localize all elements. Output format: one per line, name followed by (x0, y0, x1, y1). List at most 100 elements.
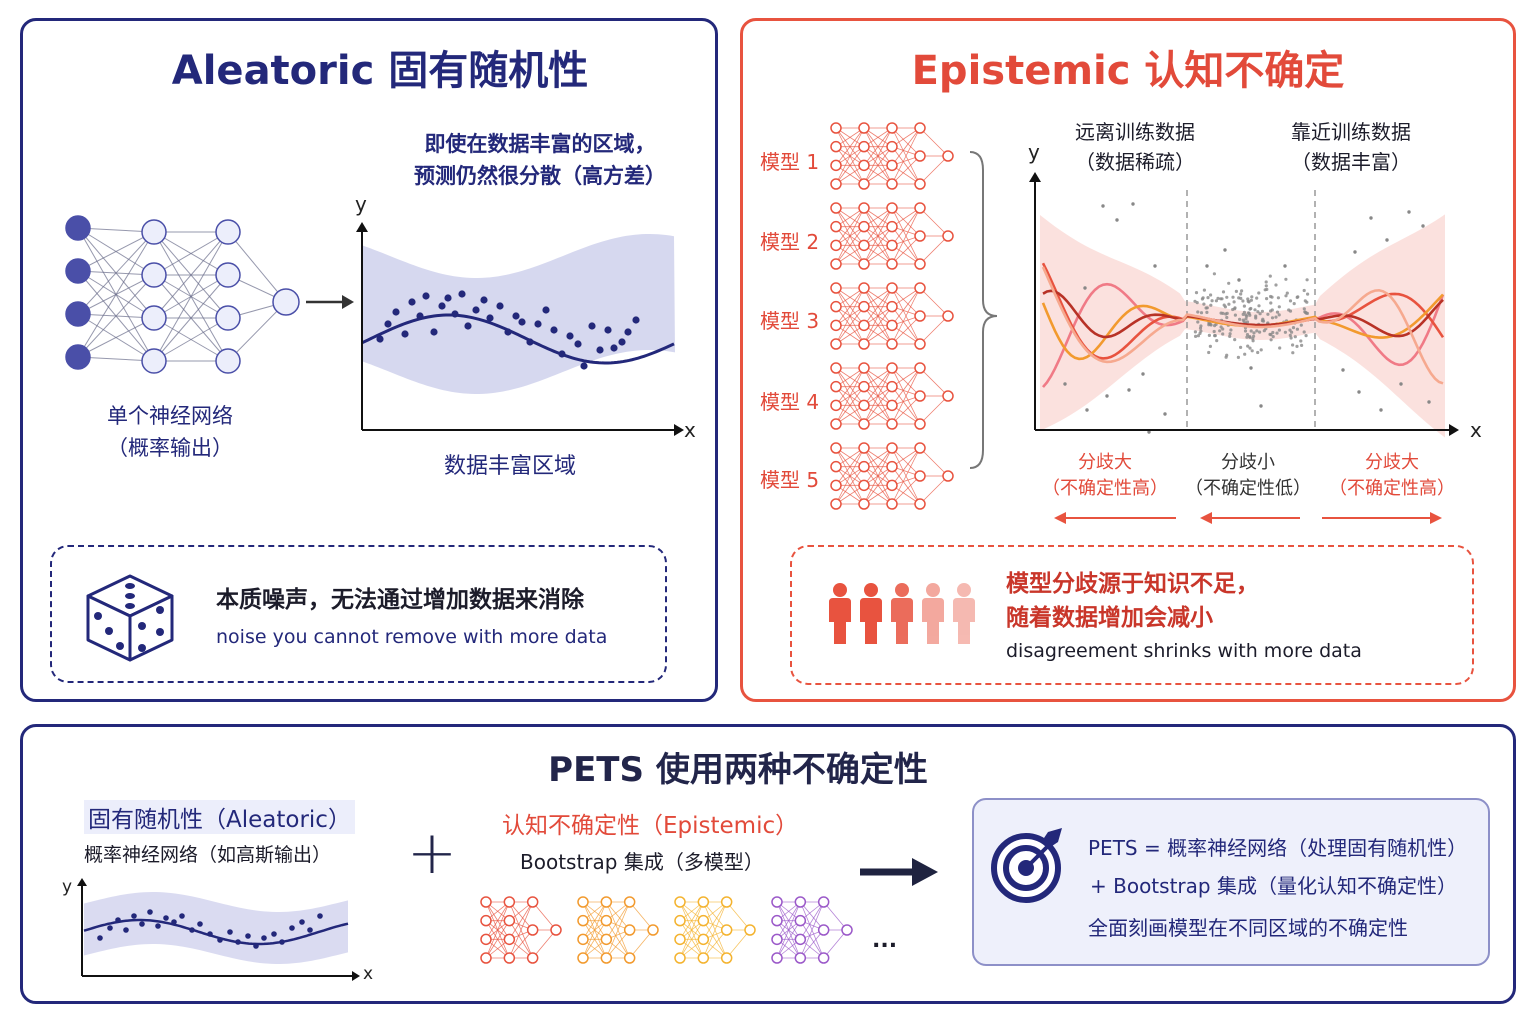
data-point (1199, 324, 1203, 328)
epistemic-note-main-line2: 随着数据增加会减小 (1006, 605, 1213, 631)
data-point (1221, 327, 1225, 331)
data-point (1233, 338, 1237, 342)
data-point (1207, 333, 1211, 337)
data-point (1265, 297, 1269, 301)
data-point (317, 913, 323, 919)
data-point (1304, 334, 1308, 338)
data-point (1225, 353, 1229, 357)
data-point (1302, 288, 1306, 293)
aleatoric-callout-line2: 预测仍然很分散（高方差） (414, 164, 666, 188)
data-point (307, 927, 313, 933)
network-node (942, 470, 954, 482)
model-network-1 (830, 122, 954, 190)
network-node (914, 150, 926, 162)
data-point (401, 330, 409, 338)
data-point (392, 308, 400, 316)
data-point (1233, 313, 1237, 317)
data-point (1218, 329, 1222, 333)
network-node (914, 310, 926, 322)
data-point (550, 326, 558, 334)
aleatoric-axis-y: y (355, 192, 367, 216)
data-point (1274, 315, 1278, 319)
network-node (600, 933, 613, 946)
data-point (1063, 382, 1067, 386)
network-node (480, 933, 492, 946)
pets-axis-y: y (62, 877, 73, 897)
data-point (1131, 202, 1135, 206)
data-point (1153, 264, 1157, 268)
data-point (1248, 335, 1252, 339)
mean-curve (361, 313, 675, 365)
data-point (1258, 330, 1262, 334)
data-point (299, 919, 305, 925)
network-node (830, 258, 842, 270)
network-node (65, 301, 91, 327)
data-point (245, 933, 251, 939)
network-node (914, 202, 926, 214)
network-node (914, 258, 926, 270)
network-node (480, 914, 492, 927)
data-point (1245, 333, 1250, 337)
network-node (674, 896, 686, 908)
network-node (830, 140, 842, 153)
data-point (1248, 346, 1252, 350)
network-node (600, 914, 613, 927)
pets-left-sub: 概率神经网络（如高斯输出） (84, 844, 332, 866)
data-point (115, 917, 121, 923)
data-point (1225, 295, 1229, 299)
data-point (1239, 292, 1243, 296)
data-point (610, 344, 618, 352)
data-point (1243, 329, 1248, 333)
data-point (1369, 216, 1373, 220)
data-point (1208, 344, 1212, 348)
pets-ensemble-networks (480, 896, 853, 964)
data-point (624, 328, 632, 336)
data-point (1196, 320, 1200, 324)
data-point (1283, 264, 1287, 268)
network-node (674, 933, 686, 946)
network-node (794, 914, 807, 927)
network-node (830, 399, 842, 412)
data-point (1269, 309, 1273, 313)
data-point (1246, 297, 1250, 301)
divergence-right-line2: （不确定性高） (1329, 478, 1455, 499)
data-point (618, 338, 626, 346)
network-node (841, 924, 853, 936)
data-point (1202, 302, 1206, 306)
network-node (858, 399, 870, 412)
person-icon (891, 583, 913, 644)
network-node (886, 380, 898, 393)
data-point (1269, 301, 1273, 305)
data-point (1277, 305, 1281, 309)
data-point (1291, 343, 1295, 347)
network-node (830, 479, 842, 492)
data-point (1261, 319, 1266, 323)
data-point (1295, 344, 1299, 348)
network-node (914, 230, 926, 242)
data-point (1264, 284, 1268, 288)
pets-left-title: 固有随机性（Aleatoric） (84, 800, 355, 834)
network-node (503, 896, 516, 908)
model-label-3: 模型 3 (760, 309, 820, 333)
data-point (1212, 329, 1216, 334)
data-point (131, 913, 137, 919)
model-network-5 (830, 442, 954, 510)
data-point (1204, 306, 1208, 310)
network-node (550, 924, 562, 936)
data-point (1253, 308, 1257, 312)
data-point (1284, 294, 1288, 298)
network-node (942, 390, 954, 402)
data-point (1205, 310, 1209, 314)
network-node (886, 319, 898, 332)
network-node (794, 896, 807, 908)
network-node (914, 498, 926, 510)
data-point (1231, 295, 1235, 299)
data-point (1232, 300, 1236, 304)
data-point (1141, 372, 1145, 376)
data-point (1213, 334, 1217, 338)
data-point (261, 935, 267, 941)
region-far-line1: 远离训练数据 (1075, 120, 1195, 144)
data-point (1269, 338, 1273, 342)
network-node (886, 418, 898, 430)
network-node (886, 300, 898, 313)
